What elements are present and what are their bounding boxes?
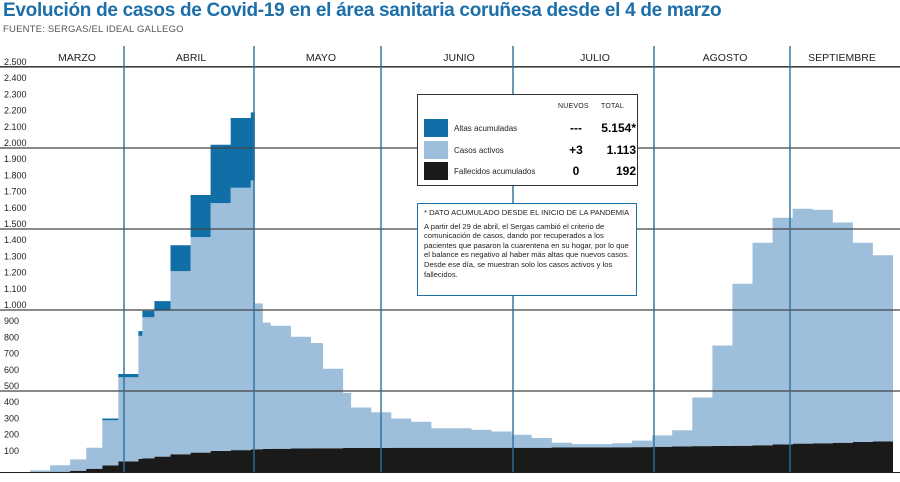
- legend-swatch-altas: [424, 119, 448, 137]
- y-tick-1500: 1.500: [4, 219, 27, 229]
- month-label-julio: JULIO: [580, 52, 610, 64]
- chart-title: Evolución de casos de Covid-19 en el áre…: [3, 0, 722, 21]
- y-tick-2300: 2.300: [4, 89, 27, 99]
- y-tick-2400: 2.400: [4, 73, 27, 83]
- legend-total-value: 1.113: [606, 143, 636, 157]
- chart-area-series: [30, 112, 893, 472]
- y-tick-200: 200: [4, 430, 19, 440]
- legend-swatch-fallecidos: [424, 162, 448, 180]
- month-header-bg: [0, 46, 900, 66]
- y-tick-1700: 1.700: [4, 187, 27, 197]
- legend-row-activos: Casos activos +3 1.113: [424, 141, 636, 159]
- month-label-abril: ABRIL: [176, 52, 207, 64]
- y-tick-2500: 2.500: [4, 57, 27, 67]
- legend-row-fallecidos: Fallecidos acumulados 0 192: [424, 162, 636, 180]
- legend-header-new: NUEVOS: [558, 103, 589, 110]
- series-fallecidos-area: [30, 441, 893, 472]
- y-axis-tick-labels: 2.500 2.400 2.300 2.200 2.100 2.000 1.900 1.800…: [4, 57, 27, 456]
- y-tick-500: 500: [4, 381, 19, 391]
- month-label-mayo: MAYO: [306, 52, 336, 64]
- legend: NUEVOS TOTAL Altas acumuladas --- 5.154*…: [417, 94, 638, 186]
- y-tick-100: 100: [4, 446, 19, 456]
- gridlines: [0, 66, 900, 473]
- legend-label: Casos activos: [454, 146, 504, 155]
- footnote-box: * DATO ACUMULADO DESDE EL INICIO DE LA P…: [417, 203, 637, 296]
- y-tick-1600: 1.600: [4, 203, 27, 213]
- y-tick-1900: 1.900: [4, 154, 27, 164]
- legend-swatch-activos: [424, 141, 448, 159]
- y-tick-1300: 1.300: [4, 251, 27, 261]
- y-tick-1100: 1.100: [4, 284, 27, 294]
- month-label-agosto: AGOSTO: [703, 52, 748, 64]
- y-tick-700: 700: [4, 349, 19, 359]
- y-tick-400: 400: [4, 397, 19, 407]
- footnote-text: A partir del 29 de abril, el Sergas camb…: [424, 221, 630, 279]
- legend-new-value: +3: [569, 143, 583, 157]
- legend-header-total: TOTAL: [601, 103, 624, 110]
- legend-new-value: 0: [572, 164, 580, 178]
- y-tick-2100: 2.100: [4, 122, 27, 132]
- legend-row-altas: Altas acumuladas --- 5.154*: [424, 119, 636, 137]
- y-tick-2000: 2.000: [4, 138, 27, 148]
- legend-new-value: ---: [570, 121, 582, 135]
- y-tick-1400: 1.400: [4, 235, 27, 245]
- y-tick-900: 900: [4, 316, 19, 326]
- y-tick-300: 300: [4, 413, 19, 423]
- y-tick-1200: 1.200: [4, 268, 27, 278]
- legend-label: Altas acumuladas: [454, 124, 518, 133]
- footnote-title: * DATO ACUMULADO DESDE EL INICIO DE LA P…: [424, 208, 630, 217]
- month-label-junio: JUNIO: [443, 52, 475, 64]
- y-tick-2200: 2.200: [4, 106, 27, 116]
- month-label-septiembre: SEPTIEMBRE: [808, 52, 876, 64]
- month-label-marzo: MARZO: [58, 52, 96, 64]
- chart-source: FUENTE: SERGAS/EL IDEAL GALLEGO: [3, 24, 184, 35]
- y-tick-1800: 1.800: [4, 170, 27, 180]
- y-tick-800: 800: [4, 332, 19, 342]
- y-tick-600: 600: [4, 365, 19, 375]
- series-activos-area: [30, 180, 893, 472]
- y-tick-1000: 1.000: [4, 300, 27, 310]
- legend-total-value: 5.154*: [601, 121, 636, 135]
- legend-total-value: 192: [615, 164, 636, 178]
- legend-label: Fallecidos acumulados: [454, 167, 536, 176]
- month-labels: MARZO ABRIL MAYO JUNIO JULIO AGOSTO SEPTIEMBRE: [58, 52, 876, 64]
